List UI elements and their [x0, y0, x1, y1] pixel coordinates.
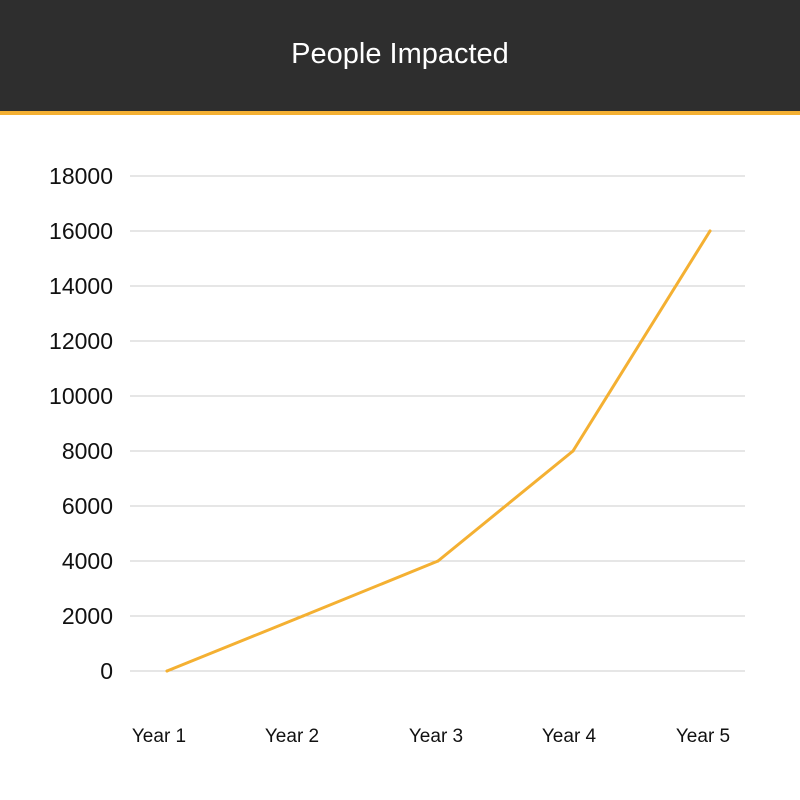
y-tick-label: 2000 [62, 603, 113, 629]
data-point [436, 559, 440, 563]
x-tick-label: Year 2 [265, 726, 319, 747]
data-point [708, 229, 712, 233]
x-tick-label: Year 3 [409, 726, 463, 747]
y-tick-label: 18000 [49, 163, 113, 189]
series-layer [165, 229, 712, 673]
y-tick-label: 0 [100, 658, 113, 684]
data-point [571, 449, 575, 453]
chart-title: People Impacted [291, 38, 509, 70]
data-point [301, 614, 305, 618]
x-tick-label: Year 5 [676, 726, 730, 747]
y-tick-label: 6000 [62, 493, 113, 519]
y-tick-label: 10000 [49, 383, 113, 409]
x-tick-label: Year 1 [132, 726, 186, 747]
chart-header: People Impacted [0, 0, 800, 115]
y-tick-label: 16000 [49, 218, 113, 244]
y-tick-label: 12000 [49, 328, 113, 354]
y-tick-label: 8000 [62, 438, 113, 464]
x-tick-label: Year 4 [542, 726, 597, 747]
y-axis-ticks: 0 2000 4000 6000 8000 10000 12000 14000 16000 180… [49, 163, 113, 684]
gridlines [130, 175, 745, 672]
y-tick-label: 4000 [62, 548, 113, 574]
y-tick-label: 14000 [49, 273, 113, 299]
x-axis-ticks: Year 1 Year 2 Year 3 Year 4 Year 5 [132, 726, 730, 747]
data-point [165, 669, 169, 673]
